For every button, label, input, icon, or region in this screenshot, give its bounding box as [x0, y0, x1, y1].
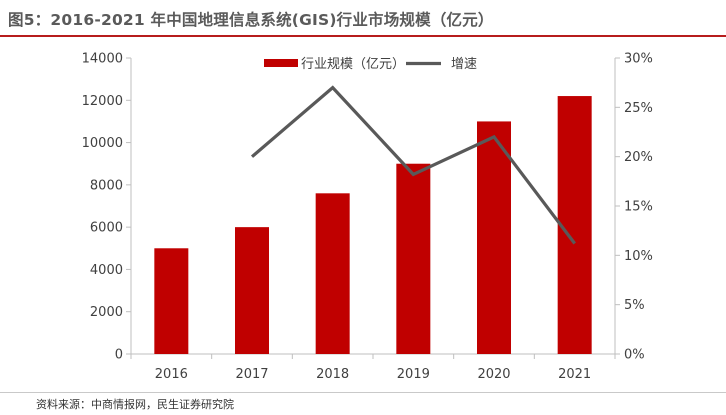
y-left-tick-label: 6000	[90, 221, 123, 236]
chart-title: 图5：2016-2021 年中国地理信息系统(GIS)行业市场规模（亿元）	[8, 11, 494, 29]
legend-bar-swatch	[264, 59, 298, 67]
bar-2021	[557, 96, 592, 355]
source-note: 资料来源：中商情报网，民生证券研究院	[36, 398, 234, 411]
y-left-tick-label: 2000	[90, 305, 123, 320]
y-right-tick-label: 0%	[624, 348, 645, 363]
bar-2016	[154, 248, 189, 354]
x-tick-label: 2019	[397, 367, 430, 382]
title-divider	[0, 35, 726, 37]
y-right-tick-label: 10%	[624, 249, 653, 264]
y-right-tick-label: 30%	[624, 52, 653, 67]
footer-divider	[0, 392, 726, 393]
legend-bar-label: 行业规模（亿元）	[301, 57, 405, 72]
y-left-tick-label: 14000	[82, 52, 123, 67]
x-tick-label: 2021	[558, 367, 591, 382]
y-right-tick-label: 15%	[624, 200, 653, 215]
x-tick-label: 2017	[235, 367, 268, 382]
chart-plot: 0 2000 4000 6000 8000 10000 12000 14000 0% 5% 10% 1…	[82, 52, 653, 383]
bar-2018	[315, 193, 350, 354]
bar-2017	[235, 227, 269, 354]
y-left-tick-label: 8000	[90, 178, 123, 193]
legend-line-label: 增速	[451, 57, 477, 72]
x-tick-label: 2018	[316, 367, 349, 382]
x-tick-label: 2020	[477, 367, 510, 382]
y-left-tick-label: 10000	[82, 136, 123, 151]
x-tick-label: 2016	[155, 367, 188, 382]
y-left-tick-label: 12000	[82, 94, 123, 109]
y-left-tick-label: 4000	[90, 263, 123, 278]
bar-2019	[396, 163, 431, 354]
bar-2020	[477, 121, 511, 354]
y-right-tick-label: 25%	[624, 101, 653, 116]
y-left-tick-label: 0	[115, 348, 123, 363]
y-right-tick-label: 5%	[624, 298, 645, 313]
y-right-tick-label: 20%	[624, 150, 653, 165]
